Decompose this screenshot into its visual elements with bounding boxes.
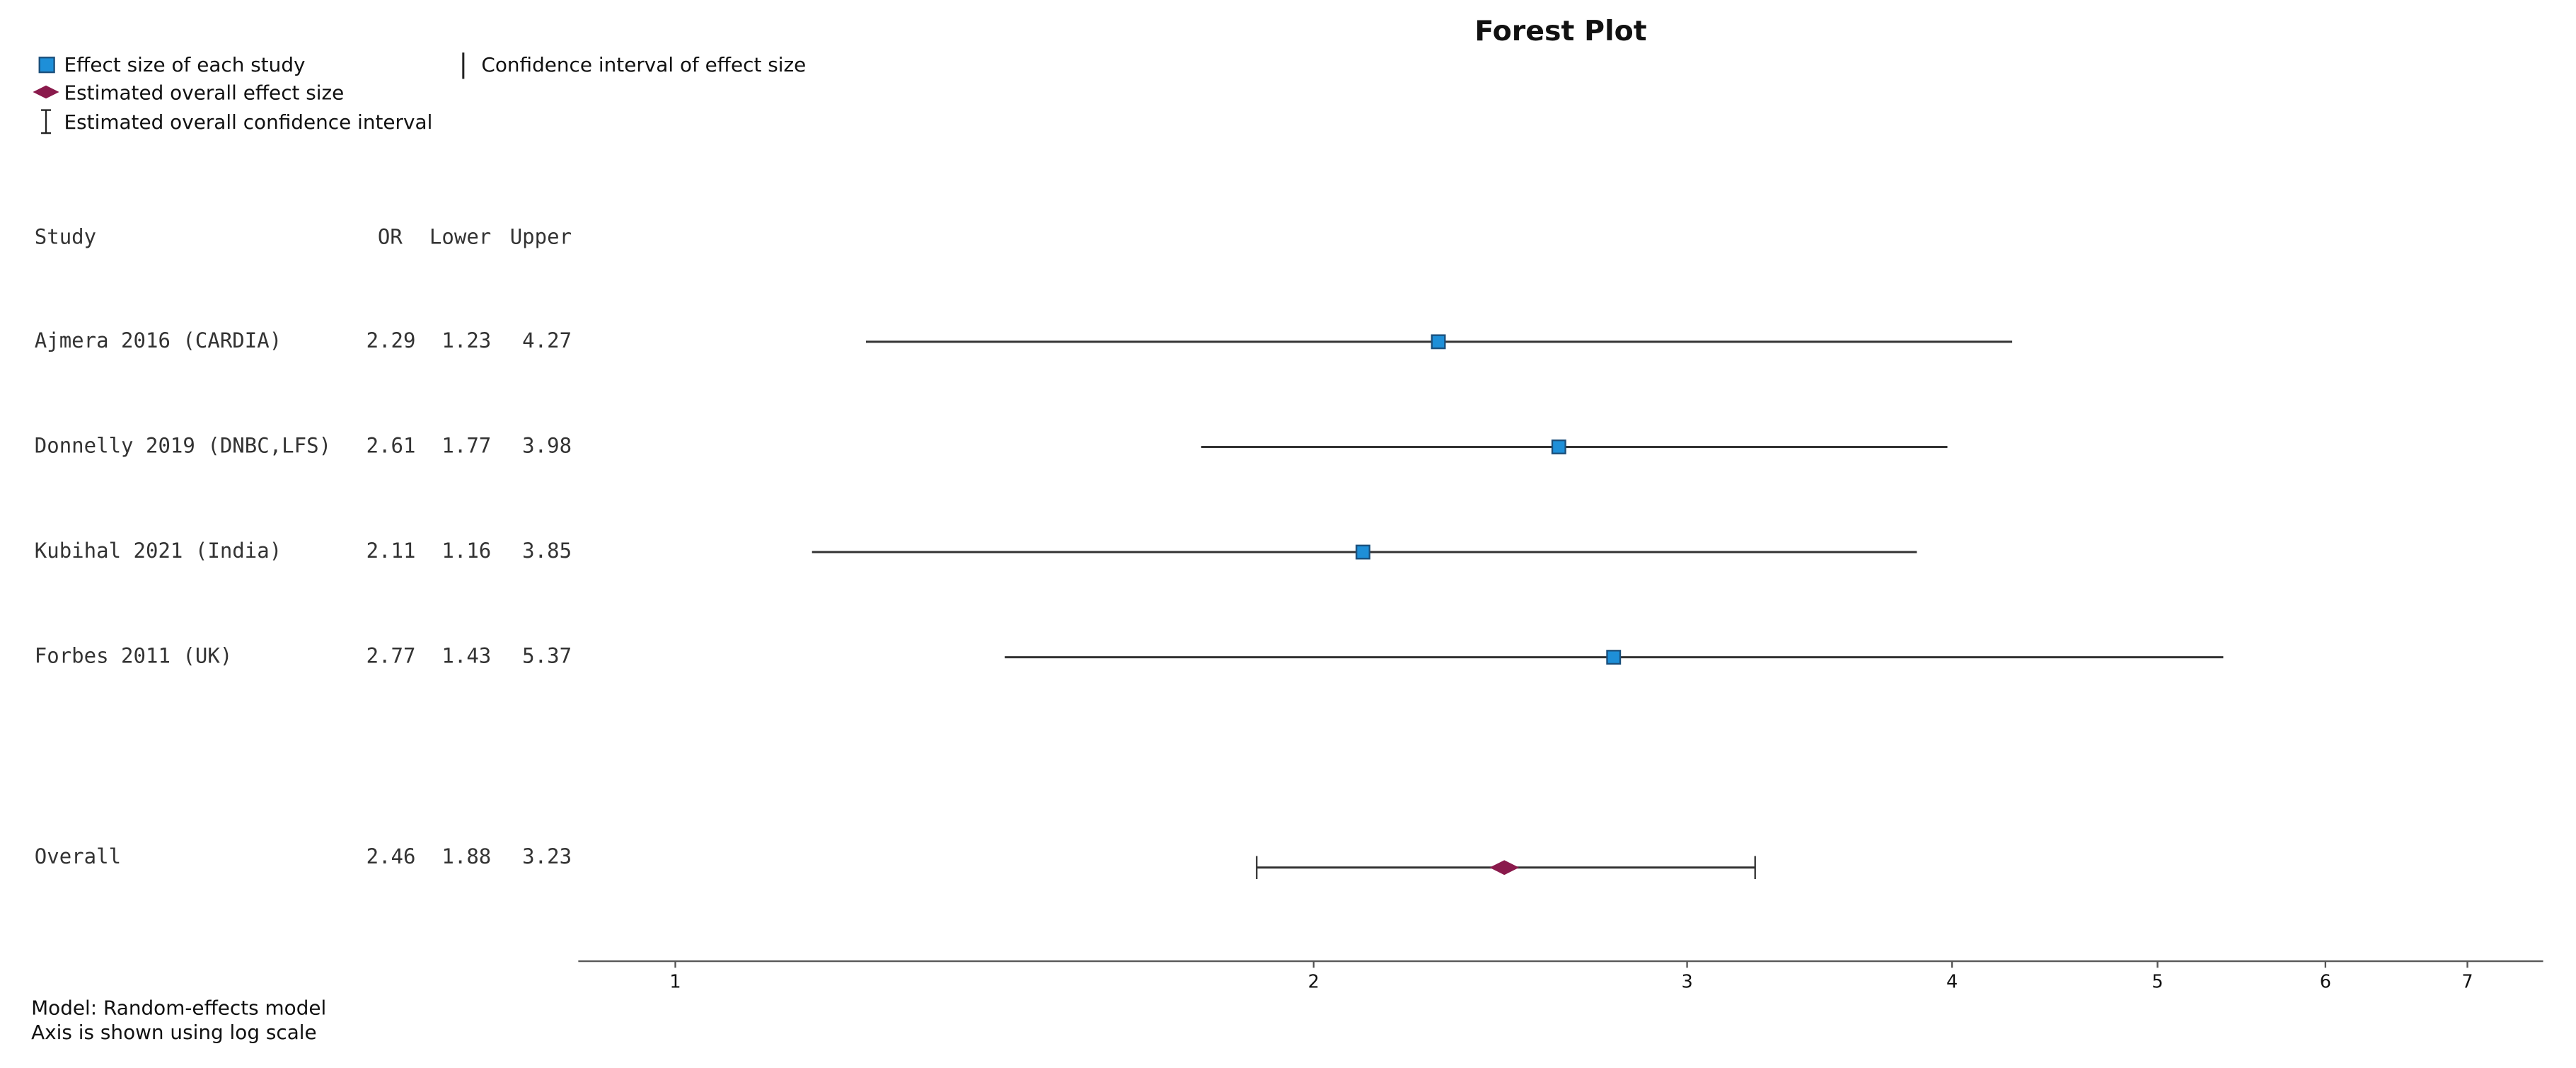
upper-value: 3.85 xyxy=(522,539,572,563)
column-header: Lower xyxy=(429,225,491,249)
upper-value: 3.98 xyxy=(522,433,572,457)
study-name: Kubihal 2021 (India) xyxy=(35,539,282,563)
or-value: 2.11 xyxy=(366,539,416,563)
x-tick-label: 7 xyxy=(2461,971,2473,992)
legend-label: Effect size of each study xyxy=(64,53,306,76)
lower-value: 1.23 xyxy=(441,328,491,352)
legend-label: Confidence interval of effect size xyxy=(481,53,806,76)
column-header: Study xyxy=(35,225,96,249)
lower-value: 1.88 xyxy=(441,844,491,868)
lower-value: 1.16 xyxy=(441,539,491,563)
study-name: Overall xyxy=(35,844,121,868)
effect-square xyxy=(1606,650,1622,665)
upper-value: 5.37 xyxy=(522,644,572,668)
or-value: 2.77 xyxy=(366,644,416,668)
overall-diamond xyxy=(1489,860,1520,875)
x-tick-label: 2 xyxy=(1308,971,1319,992)
x-tick-label: 4 xyxy=(1946,971,1958,992)
effect-square xyxy=(1356,544,1370,560)
study-name: Ajmera 2016 (CARDIA) xyxy=(35,328,282,352)
effect-square xyxy=(1551,440,1566,454)
x-tick-label: 5 xyxy=(2152,971,2163,992)
effect-square xyxy=(1431,334,1446,350)
study-name: Forbes 2011 (UK) xyxy=(35,644,233,668)
lower-value: 1.77 xyxy=(441,433,491,457)
legend-diamond xyxy=(33,85,59,99)
upper-value: 4.27 xyxy=(522,328,572,352)
legend-square xyxy=(38,57,55,74)
or-value: 2.29 xyxy=(366,328,416,352)
legend-label: Estimated overall confidence interval xyxy=(64,110,433,134)
footnote: Model: Random-effects model xyxy=(31,996,326,1019)
or-value: 2.61 xyxy=(366,433,416,457)
study-name: Donnelly 2019 (DNBC,LFS) xyxy=(35,433,331,457)
x-tick-label: 6 xyxy=(2320,971,2331,992)
legend-ci-bar xyxy=(41,109,51,134)
footnote: Axis is shown using log scale xyxy=(31,1021,317,1044)
x-tick-label: 3 xyxy=(1681,971,1692,992)
column-header: OR xyxy=(378,225,403,249)
or-value: 2.46 xyxy=(366,844,416,868)
x-tick-label: 1 xyxy=(669,971,681,992)
column-header: Upper xyxy=(510,225,572,249)
upper-value: 3.23 xyxy=(522,844,572,868)
legend-label: Estimated overall effect size xyxy=(64,81,345,104)
chart-title: Forest Plot xyxy=(1474,15,1646,47)
lower-value: 1.43 xyxy=(441,644,491,668)
